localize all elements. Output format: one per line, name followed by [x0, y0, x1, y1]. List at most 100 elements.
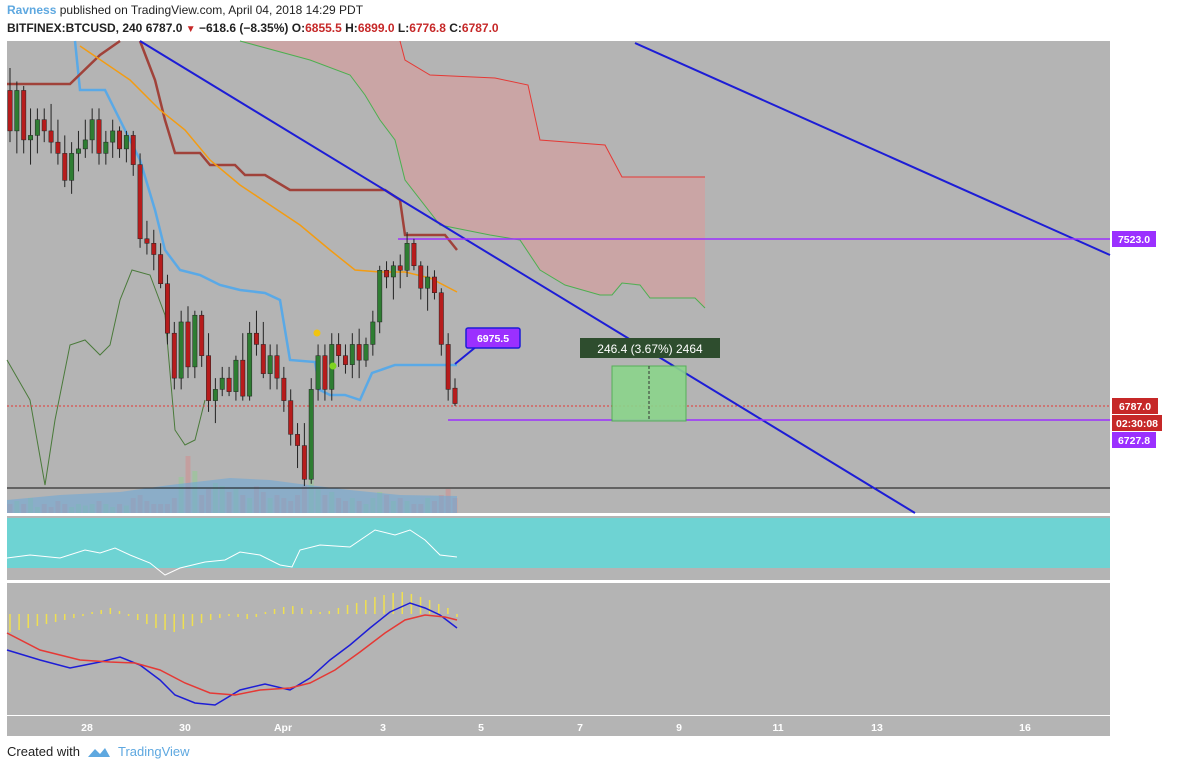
- candle: [425, 265, 431, 311]
- chikou-line: [6, 269, 206, 486]
- author-name[interactable]: Ravness: [7, 3, 57, 17]
- candle: [21, 85, 27, 154]
- candle: [281, 366, 287, 412]
- time-tick-label: 5: [478, 722, 484, 734]
- candle: [377, 265, 383, 334]
- price-change: −618.6 (−8.35%): [199, 21, 289, 35]
- low-label: L:: [397, 21, 410, 35]
- candle: [171, 321, 177, 390]
- tradingview-logo-icon: [87, 747, 110, 757]
- candle: [137, 153, 143, 248]
- candle: [404, 232, 410, 277]
- candle: [315, 344, 321, 401]
- price-tick-label: 7200.0: [1119, 306, 1151, 318]
- candle: [219, 366, 225, 397]
- candle: [89, 108, 95, 154]
- price-tick-label: 7400.0: [1119, 261, 1151, 273]
- macd-histogram: [9, 592, 458, 632]
- candle: [432, 270, 437, 300]
- candle: [34, 108, 40, 154]
- time-tick-label: 16: [1019, 722, 1031, 734]
- price-tick-label: 7000.0: [1119, 351, 1151, 363]
- time-axis[interactable]: 28 30 Apr 3 5 7 9 11 13 16: [7, 716, 1110, 736]
- candle: [301, 423, 307, 487]
- candle: [123, 130, 129, 163]
- close-value: 6787.0: [461, 21, 499, 35]
- candle: [397, 254, 403, 289]
- price-labels: 7523.0 6787.0 02:30:08 6727.8: [1112, 231, 1162, 448]
- candle: [438, 288, 444, 356]
- candle: [41, 108, 47, 143]
- time-tick-label: 13: [871, 722, 883, 734]
- last-price: 6787.0: [145, 21, 183, 35]
- candle: [7, 67, 13, 143]
- candle: [260, 321, 266, 379]
- candle: [69, 142, 75, 194]
- candle: [28, 108, 33, 165]
- candle: [295, 423, 300, 469]
- candle: [370, 310, 376, 356]
- open-value: 6855.5: [305, 21, 342, 35]
- candle: [199, 310, 205, 367]
- trendline-upper[interactable]: [634, 42, 1111, 256]
- trendline-lower[interactable]: [139, 40, 916, 514]
- time-tick-label: Apr: [274, 722, 292, 734]
- open-label: O:: [291, 21, 306, 35]
- candle: [103, 130, 109, 165]
- candle: [192, 310, 198, 379]
- macd-tick-0: 0.0000: [1118, 610, 1150, 622]
- candle: [418, 261, 424, 300]
- time-tick-label: 30: [179, 722, 191, 734]
- tradingview-brand[interactable]: TradingView: [117, 744, 190, 759]
- candle: [363, 337, 369, 367]
- close-label: C:: [449, 21, 462, 35]
- price-tick-label: 6400.0: [1119, 486, 1151, 498]
- rsi-line: [6, 529, 458, 576]
- candle: [343, 344, 348, 374]
- signal-dot-green: [329, 362, 337, 370]
- macd-pane[interactable]: [7, 583, 1110, 715]
- publish-info: Ravness published on TradingView.com, Ap…: [7, 3, 363, 17]
- candle: [356, 328, 362, 379]
- price-tick-label: 7800.0: [1119, 171, 1151, 183]
- candle: [212, 378, 218, 424]
- time-tick-label: 28: [81, 722, 93, 734]
- symbol-info: BITFINEX:BTCUSD, 240 6787.0 ▼ −618.6 (−8…: [7, 21, 499, 35]
- signal-dot-yellow: [313, 329, 321, 337]
- candles: [7, 67, 458, 487]
- candle: [233, 355, 239, 401]
- candle: [55, 119, 61, 165]
- candle: [151, 229, 157, 271]
- candle: [247, 321, 253, 401]
- created-with-text: Created with: [7, 744, 80, 759]
- candle: [226, 366, 232, 397]
- candle: [452, 378, 458, 406]
- candle: [62, 135, 68, 188]
- candle: [185, 306, 191, 379]
- measure-label: 246.4 (3.67%) 2464: [580, 338, 720, 358]
- candle: [14, 81, 20, 154]
- callout-pointer: [454, 345, 478, 365]
- high-value: 6899.0: [357, 21, 395, 35]
- symbol-name: BITFINEX:BTCUSD, 240: [7, 21, 143, 35]
- publish-text: published on TradingView.com, April 04, …: [59, 3, 364, 17]
- candle: [336, 333, 342, 367]
- low-value: 6776.8: [409, 21, 446, 35]
- down-arrow-icon: ▼: [185, 24, 196, 35]
- candle: [322, 344, 328, 401]
- high-label: H:: [345, 21, 358, 35]
- candle: [308, 378, 314, 484]
- candle: [158, 243, 164, 289]
- price-callout[interactable]: 6975.5: [465, 327, 521, 349]
- time-tick-label: 3: [380, 722, 386, 734]
- price-tick-label: 8000.0: [1119, 126, 1151, 138]
- candle: [48, 103, 54, 154]
- candle: [96, 108, 102, 165]
- candle: [117, 126, 122, 158]
- candle: [267, 344, 273, 390]
- moving-average-line: [79, 45, 458, 293]
- candle: [206, 333, 211, 412]
- rsi-tick-25: 25.0000: [1118, 570, 1156, 582]
- countdown-label: 02:30:08: [1116, 418, 1158, 430]
